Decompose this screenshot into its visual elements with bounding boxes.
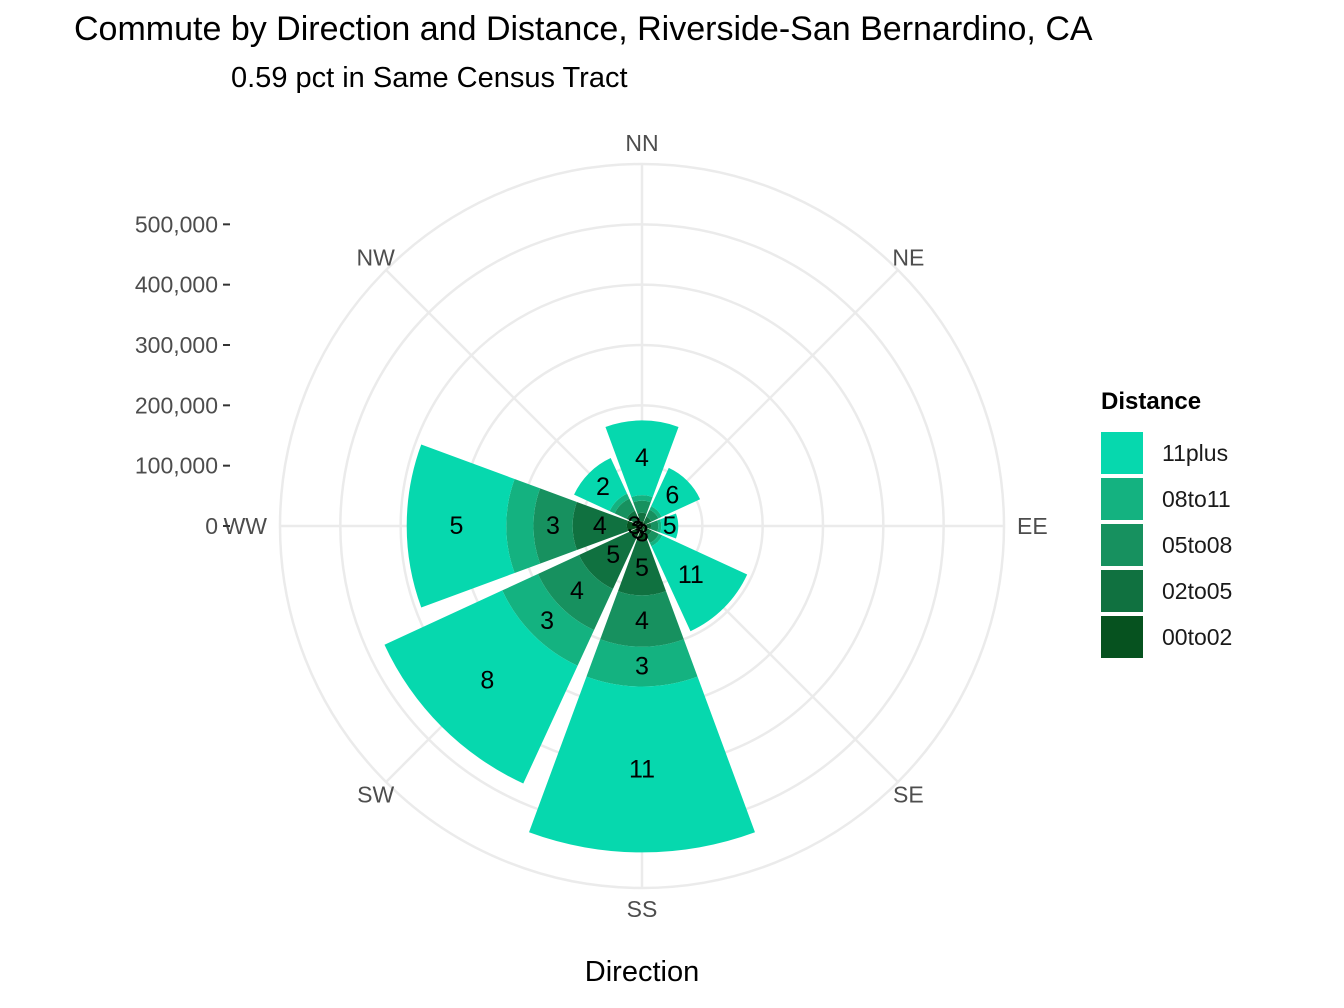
- legend-item-08to11: 08to11: [1101, 476, 1232, 522]
- bar-segment-se-02to05: [644, 528, 652, 536]
- radial-tick-label: 500,000: [135, 211, 218, 237]
- bar-segment-ss-00to02: [636, 526, 648, 542]
- bar-segment-se-11plus: [651, 535, 748, 632]
- bar-segment-nn-11plus: [605, 420, 679, 498]
- bar-label: 5: [606, 541, 620, 569]
- bar-label: 5: [663, 512, 677, 540]
- bar-segment-nw-11plus: [574, 458, 628, 512]
- bar-segment-se-00to02: [642, 526, 647, 531]
- bar-segment-ee-11plus: [660, 513, 679, 539]
- legend-label: 02to05: [1162, 577, 1233, 604]
- bar-segment-sw-08to11: [502, 573, 595, 666]
- legend-item-11plus: 11plus: [1101, 430, 1232, 476]
- radial-tick-label: 200,000: [135, 392, 218, 418]
- bar-segment-ne-05to08: [646, 509, 659, 522]
- legend-key: [1101, 524, 1143, 566]
- bar-segment-ee-05to08: [650, 520, 659, 532]
- bar-segment-nn-02to05: [637, 512, 647, 522]
- radial-tick-label: 100,000: [135, 453, 218, 479]
- bar-label: 3: [635, 653, 649, 681]
- bar-segment-nn-05to08: [633, 500, 651, 514]
- bar-segment-nn-08to11: [631, 495, 653, 503]
- bar-segment-ne-02to05: [643, 516, 652, 525]
- legend: Distance 11plus 08to11 05to08 02to05 00to02: [1101, 388, 1232, 660]
- bar-label: 6: [665, 482, 679, 510]
- bar-segment-ee-08to11: [657, 519, 662, 533]
- bar-label: 3: [628, 512, 642, 540]
- bar-segment-ww-11plus: [406, 444, 515, 608]
- bar-segment-nn-00to02: [640, 521, 644, 526]
- legend-label: 11plus: [1162, 439, 1229, 466]
- direction-label-ss: SS: [627, 896, 658, 922]
- bar-segment-ee-00to02: [642, 524, 647, 528]
- chart-subtitle: 0.59 pct in Same Census Tract: [231, 62, 628, 94]
- bar-label: 4: [570, 577, 584, 605]
- legend-item-05to08: 05to08: [1101, 522, 1232, 568]
- bar-segment-ss-05to08: [600, 591, 684, 647]
- direction-label-ne: NE: [892, 245, 924, 271]
- bar-segment-nw-00to02: [635, 519, 642, 526]
- legend-title: Distance: [1101, 388, 1202, 415]
- bar-segment-nw-05to08: [614, 498, 635, 519]
- bar-label: 4: [593, 512, 607, 540]
- direction-label-ww: WW: [224, 513, 268, 539]
- bar-label: 4: [635, 607, 649, 635]
- direction-label-sw: SW: [357, 781, 394, 807]
- bar-label: 5: [450, 512, 464, 540]
- bar-segment-ne-08to11: [649, 506, 662, 519]
- legend-key: [1101, 616, 1143, 658]
- axis-layer: NN NE EE SE SS SW WW NW 0 100,000 200,000 300,000 40…: [135, 130, 1048, 922]
- bar-segment-se-08to11: [649, 533, 663, 547]
- bar-segment-ss-08to11: [586, 639, 698, 687]
- direction-label-se: SE: [893, 781, 924, 807]
- legend-label: 08to11: [1162, 485, 1231, 512]
- bar-segment-sw-02to05: [578, 531, 637, 590]
- bar-segment-sw-00to02: [631, 526, 642, 537]
- bar-segment-ne-00to02: [642, 522, 646, 526]
- direction-label-nw: NW: [356, 245, 395, 271]
- bar-segment-se-05to08: [646, 530, 659, 543]
- bar-segment-ss-02to05: [617, 540, 667, 596]
- bar-layer: [384, 420, 755, 853]
- bar-segment-ww-05to08: [533, 488, 577, 564]
- legend-label: 00to02: [1162, 623, 1233, 650]
- bar-label: 11: [629, 755, 655, 783]
- legend-item-02to05: 02to05: [1101, 568, 1232, 614]
- legend-label: 05to08: [1162, 531, 1233, 558]
- bar-label: 3: [546, 512, 560, 540]
- bar-segment-ne-11plus: [651, 467, 701, 517]
- bar-segment-ss-11plus: [529, 676, 755, 853]
- bar-segment-ww-00to02: [626, 520, 642, 532]
- bar-label: 3: [635, 520, 649, 548]
- legend-key: [1101, 570, 1143, 612]
- x-axis-label: Direction: [584, 956, 700, 988]
- radial-tick-label: 300,000: [135, 332, 218, 358]
- direction-label-nn: NN: [625, 130, 658, 156]
- bar-label: 8: [480, 667, 494, 695]
- radial-tick-label: 0: [205, 513, 218, 539]
- radial-tick-label: 400,000: [135, 272, 218, 298]
- bar-segment-nw-02to05: [626, 510, 639, 523]
- bar-label: 2: [596, 473, 610, 501]
- direction-label-ee: EE: [1017, 513, 1048, 539]
- bar-label: 3: [540, 607, 554, 635]
- bar-segment-nw-08to11: [609, 493, 630, 514]
- bar-segment-sw-05to08: [537, 555, 613, 631]
- bar-label: 11: [678, 561, 704, 589]
- legend-key: [1101, 432, 1143, 474]
- legend-item-00to02: 00to02: [1101, 614, 1232, 660]
- bar-segment-sw-11plus: [384, 590, 578, 784]
- bar-label: 4: [635, 444, 649, 472]
- chart-title: Commute by Direction and Distance, River…: [74, 10, 1093, 48]
- bar-label: 5: [635, 554, 649, 582]
- legend-items: 11plus 08to11 05to08 02to05 00to02: [1101, 430, 1232, 660]
- bar-label: 3: [631, 516, 645, 544]
- bar-segment-ww-02to05: [572, 501, 628, 551]
- bar-segment-ww-08to11: [506, 479, 541, 573]
- bar-segment-ee-02to05: [645, 522, 652, 530]
- legend-key: [1101, 478, 1143, 520]
